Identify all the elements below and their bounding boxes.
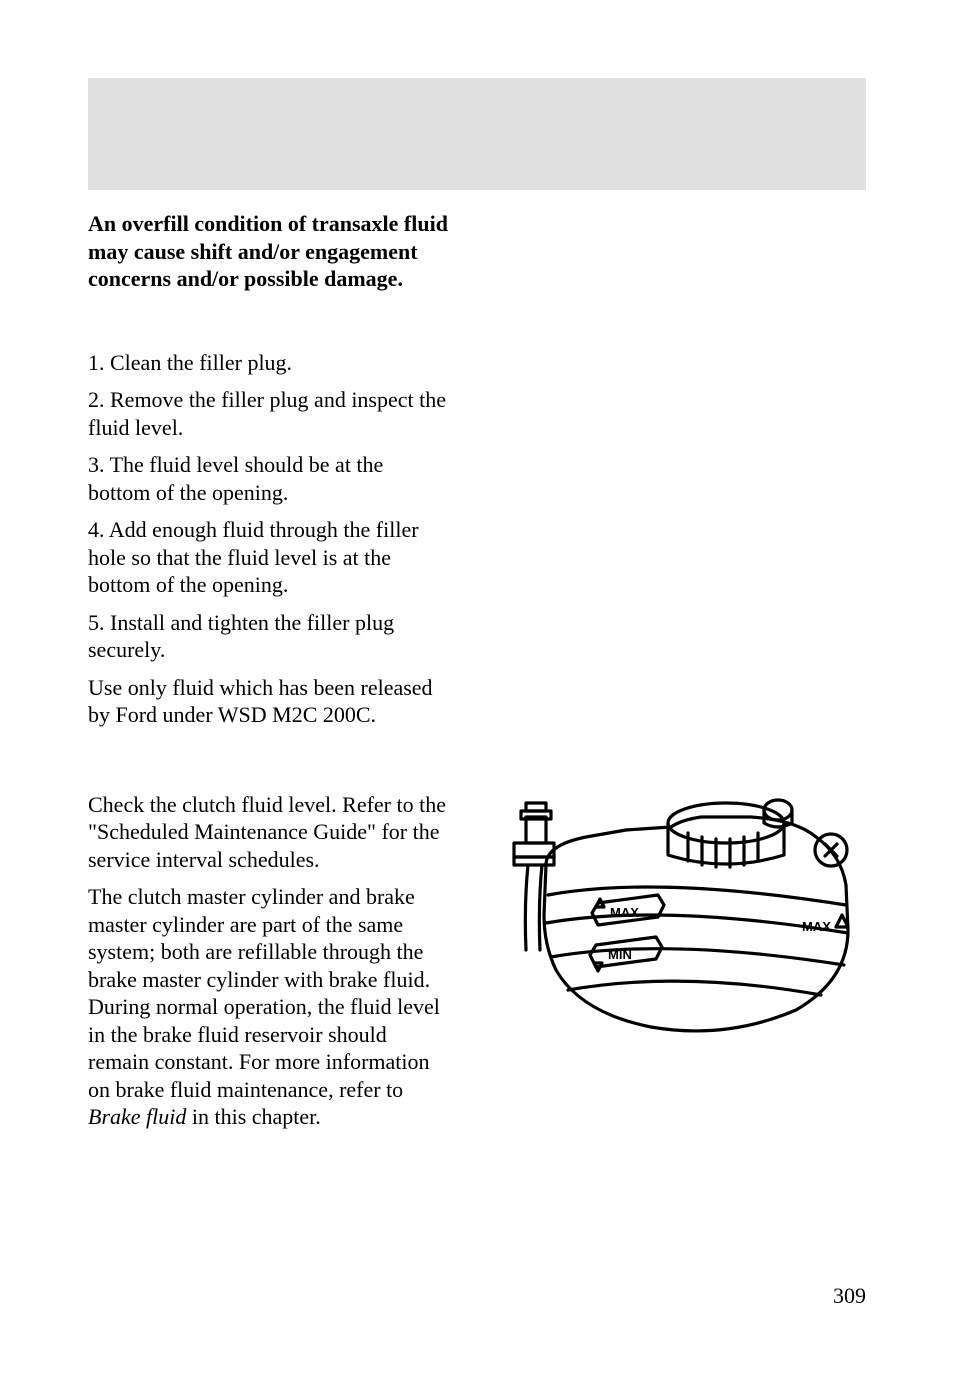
clutch-fluid-section: Check the clutch fluid level. Refer to t… xyxy=(88,791,448,1131)
clutch-paragraph-2: The clutch master cylinder and brake mas… xyxy=(88,883,448,1131)
fluid-spec: Use only fluid which has been released b… xyxy=(88,674,448,729)
manual-transaxle-steps: 1. Clean the filler plug. 2. Remove the … xyxy=(88,349,448,729)
max-side-label: MAX xyxy=(802,919,831,934)
clutch-p2-text-b: in this chapter. xyxy=(186,1104,320,1129)
max-label: MAX xyxy=(610,905,639,920)
overfill-warning: An overfill condition of transaxle fluid… xyxy=(88,210,448,293)
step-4: 4. Add enough fluid through the filler h… xyxy=(88,516,448,599)
page-content: An overfill condition of transaxle fluid… xyxy=(88,210,866,1141)
step-3: 3. The fluid level should be at the bott… xyxy=(88,451,448,506)
brake-reservoir-diagram: MAX MIN MAX xyxy=(496,755,866,1055)
min-label: MIN xyxy=(608,947,632,962)
clutch-paragraph-1: Check the clutch fluid level. Refer to t… xyxy=(88,791,448,874)
header-band xyxy=(88,78,866,190)
step-5: 5. Install and tighten the filler plug s… xyxy=(88,609,448,664)
step-2: 2. Remove the filler plug and inspect th… xyxy=(88,386,448,441)
clutch-p2-text-a: The clutch master cylinder and brake mas… xyxy=(88,884,440,1102)
step-1: 1. Clean the filler plug. xyxy=(88,349,448,377)
brake-fluid-ref: Brake fluid xyxy=(88,1104,186,1129)
page-number: 309 xyxy=(833,1283,866,1309)
